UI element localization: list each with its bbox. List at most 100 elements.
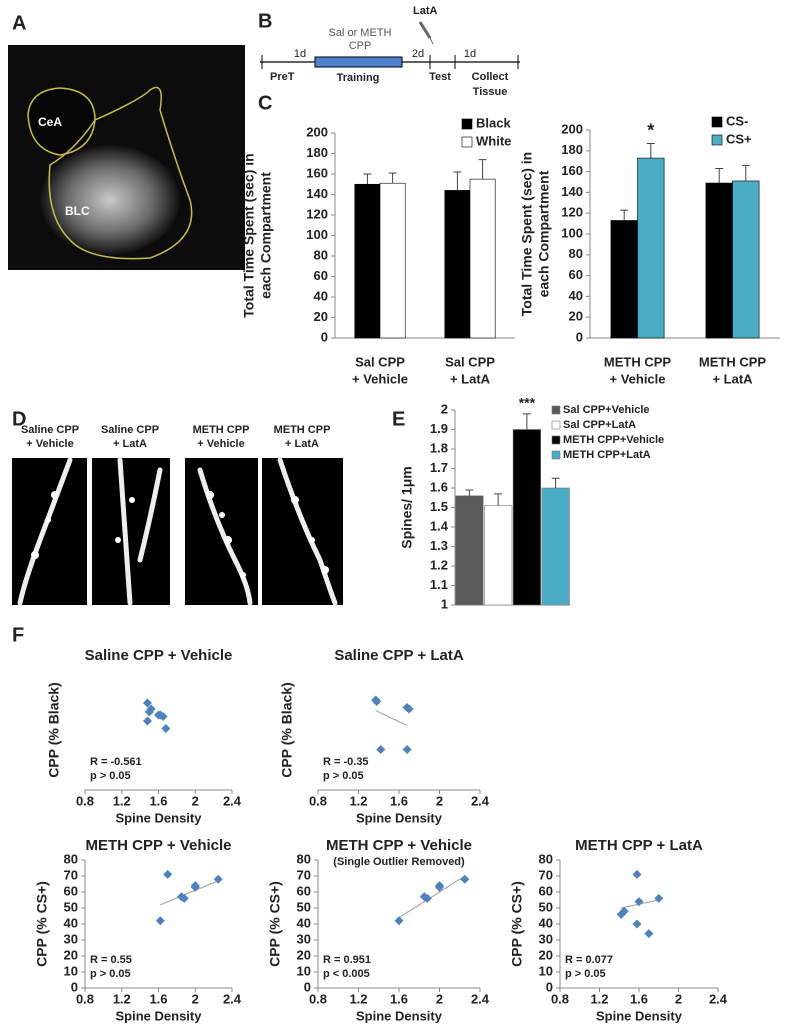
point [179, 893, 189, 903]
annotation: * [647, 120, 654, 140]
y-tick-label: 80 [569, 246, 583, 261]
y-tick-label: 120 [306, 206, 328, 221]
x-tick-label: 2 [436, 793, 443, 808]
point [155, 710, 165, 720]
point [155, 916, 165, 926]
y-tick-label: 80 [297, 851, 311, 866]
panel-label: C [258, 92, 272, 114]
y-tick-label: 40 [297, 915, 311, 930]
bar [469, 178, 496, 339]
point [213, 874, 223, 884]
image-label: + Vehicle [197, 438, 244, 450]
point [619, 906, 629, 916]
y-tick-label: 200 [561, 121, 583, 136]
y-axis-label: CPP (% CS+) [34, 881, 50, 967]
y-tick-label: 1.5 [430, 499, 448, 514]
stage-label: PreT [270, 71, 295, 83]
point [644, 929, 654, 939]
point [402, 745, 412, 754]
y-tick-label: 160 [306, 165, 328, 180]
x-tick-label: 0.8 [551, 991, 569, 1006]
chart-title: METH CPP + Vehicle [85, 837, 231, 854]
y-tick-label: 120 [561, 205, 583, 220]
bar [610, 220, 638, 339]
panel-label: F [12, 624, 24, 646]
x-tick-label: 1.6 [390, 793, 408, 808]
stat-label: p > 0.05 [323, 770, 364, 782]
y-axis-label: CPP (% Black) [279, 682, 295, 777]
trend-line [398, 875, 466, 919]
trend-line [160, 880, 219, 906]
legend-swatch [551, 405, 561, 415]
timeline: LatA Sal or METH CPP 1d 2d 1d PreT Train… [260, 5, 520, 98]
y-tick-label: 60 [314, 268, 328, 283]
image-label: Saline CPP [101, 424, 159, 436]
error-bar [522, 413, 531, 430]
x-tick-label: METH CPP [699, 354, 767, 369]
y-tick-label: 100 [561, 225, 583, 240]
dendrite-images: Saline CPP + Vehicle Saline CPP + LatA M… [12, 424, 343, 606]
x-tick-label: 1.2 [349, 793, 367, 808]
y-tick-label: 1.4 [430, 518, 449, 533]
y-tick-label: 20 [314, 309, 328, 324]
y-tick-label: 0 [576, 329, 583, 344]
y-tick-label: 50 [539, 899, 553, 914]
y-tick-label: 40 [314, 288, 328, 303]
legend-label: White [476, 133, 511, 148]
gap-label: 1d [464, 48, 476, 60]
x-tick-label: 1.6 [149, 793, 167, 808]
micrograph: CeA BLC [8, 45, 245, 270]
y-tick-label: 30 [297, 931, 311, 946]
bar [512, 429, 541, 606]
y-tick-label: 40 [569, 288, 583, 303]
x-tick-label: 1.2 [590, 991, 608, 1006]
treatment-label: CPP [349, 40, 372, 52]
error-bar [478, 159, 487, 180]
x-tick-label: 2.4 [471, 991, 490, 1006]
panel-label: E [392, 408, 405, 430]
y-tick-label: 50 [64, 899, 78, 914]
x-tick-label: 2.4 [709, 991, 728, 1006]
point [394, 916, 404, 926]
error-bar [620, 209, 629, 221]
y-tick-label: 160 [561, 163, 583, 178]
stage-label: Collect [472, 71, 509, 83]
y-tick-label: 80 [64, 851, 78, 866]
chart-title: Saline CPP + Vehicle [85, 647, 233, 664]
stat-label: p > 0.05 [565, 968, 606, 980]
legend-label: Black [476, 115, 511, 130]
y-tick-label: 1.1 [430, 577, 448, 592]
point [632, 919, 642, 929]
stage-label: Test [429, 71, 451, 83]
y-tick-label: 10 [297, 963, 311, 978]
y-tick-label: 20 [569, 309, 583, 324]
x-tick-label: + Vehicle [609, 371, 665, 386]
y-tick-label: 100 [306, 227, 328, 242]
chart-title: METH CPP + Vehicle [326, 837, 472, 854]
y-tick-label: 180 [306, 145, 328, 160]
image-label: + Vehicle [26, 438, 73, 450]
y-tick-label: 0 [71, 979, 78, 994]
bar [379, 182, 406, 339]
y-tick-label: 1 [441, 596, 448, 611]
y-axis-label: each Compartment [536, 170, 552, 297]
y-axis-label: Total Time Spent (sec) in [519, 152, 535, 316]
y-tick-label: 10 [539, 963, 553, 978]
legend-label: METH CPP+LatA [563, 449, 651, 461]
legend-swatch [461, 118, 473, 130]
y-tick-label: 70 [539, 867, 553, 882]
x-tick-label: + Vehicle [352, 371, 408, 386]
point [435, 882, 444, 892]
stat-label: p > 0.05 [90, 770, 131, 782]
x-tick-label: 2.4 [471, 793, 490, 808]
stage-label: Tissue [473, 86, 508, 98]
y-tick-label: 80 [539, 851, 553, 866]
bar [484, 505, 513, 606]
y-tick-label: 1.6 [430, 479, 448, 494]
y-tick-label: 0 [546, 979, 553, 994]
legend-swatch [461, 136, 473, 148]
x-tick-label: 2 [192, 793, 199, 808]
bar [705, 182, 733, 339]
y-tick-label: 10 [64, 963, 78, 978]
point [161, 724, 171, 733]
